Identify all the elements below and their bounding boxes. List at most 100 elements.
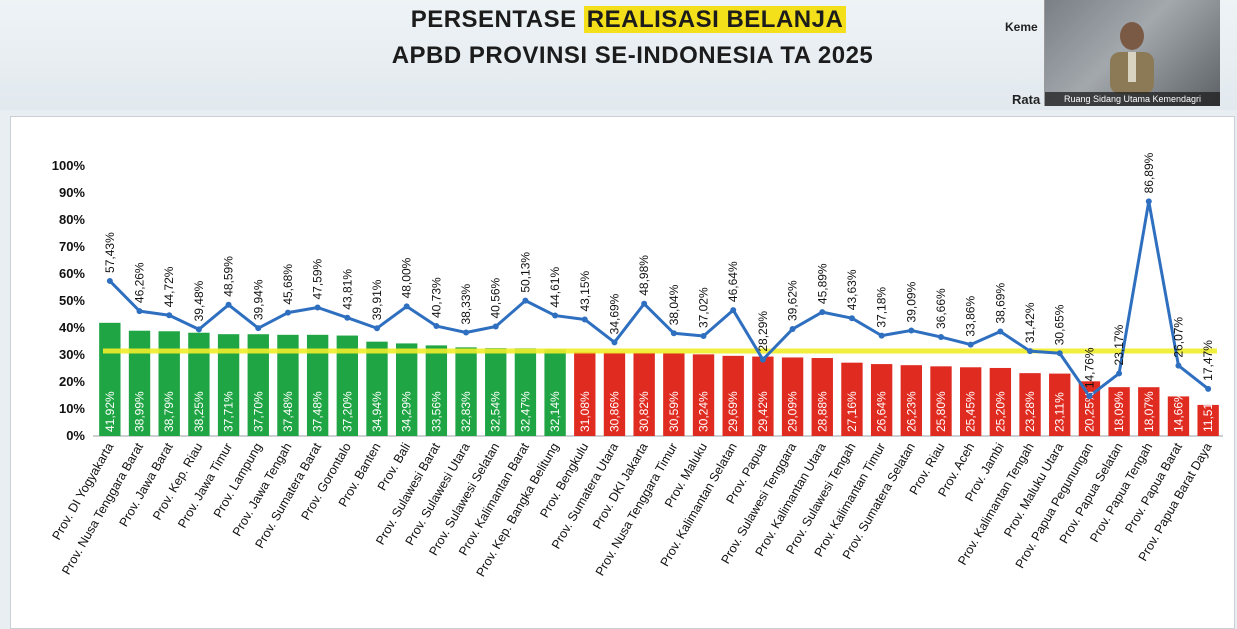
- line-point[interactable]: [522, 297, 529, 304]
- bar[interactable]: [217, 334, 240, 436]
- line-point[interactable]: [433, 323, 440, 330]
- line-value-label: 47,59%: [311, 258, 325, 299]
- bar-value-label: 20,25%: [1082, 391, 1096, 432]
- line-point[interactable]: [106, 277, 113, 284]
- bar[interactable]: [395, 343, 418, 436]
- line-point[interactable]: [136, 308, 143, 315]
- bar[interactable]: [989, 367, 1012, 436]
- bar[interactable]: [841, 362, 863, 436]
- line-point[interactable]: [819, 309, 826, 316]
- bar[interactable]: [574, 352, 596, 436]
- bar[interactable]: [1108, 387, 1130, 436]
- bar-value-label: 25,20%: [993, 391, 1007, 432]
- line-point[interactable]: [1027, 348, 1034, 355]
- line-point[interactable]: [492, 323, 499, 330]
- bar[interactable]: [128, 330, 151, 436]
- bar[interactable]: [336, 335, 359, 436]
- line-point[interactable]: [641, 300, 648, 307]
- line-point[interactable]: [403, 303, 410, 310]
- bar[interactable]: [752, 356, 774, 436]
- line-point[interactable]: [255, 325, 262, 332]
- bar[interactable]: [692, 354, 715, 436]
- bar[interactable]: [277, 334, 299, 436]
- line-point[interactable]: [344, 314, 351, 321]
- bar[interactable]: [663, 353, 685, 436]
- bar[interactable]: [544, 349, 566, 436]
- line-point[interactable]: [759, 356, 766, 363]
- line-value-label: 23,17%: [1112, 324, 1126, 365]
- line-point[interactable]: [700, 333, 707, 340]
- line-value-label: 50,13%: [518, 252, 532, 293]
- bar[interactable]: [900, 365, 923, 436]
- chart-title-line-2: APBD PROVINSI SE-INDONESIA TA 2025: [391, 42, 874, 69]
- bar[interactable]: [722, 355, 744, 436]
- line-point[interactable]: [581, 316, 588, 323]
- bar-value-label: 37,48%: [281, 391, 295, 432]
- bar[interactable]: [930, 366, 952, 436]
- line-point[interactable]: [908, 327, 915, 334]
- bar[interactable]: [1049, 373, 1071, 436]
- y-tick-label: 40%: [59, 320, 85, 335]
- bar[interactable]: [514, 348, 537, 436]
- bar-value-label: 26,64%: [875, 391, 889, 432]
- line-point[interactable]: [284, 309, 291, 316]
- line-point[interactable]: [1116, 370, 1123, 377]
- line-point[interactable]: [878, 332, 885, 339]
- bar[interactable]: [633, 352, 655, 436]
- bar[interactable]: [811, 358, 833, 436]
- line-point[interactable]: [997, 328, 1004, 335]
- bar[interactable]: [366, 341, 388, 436]
- line-point[interactable]: [463, 329, 470, 336]
- line-point[interactable]: [552, 312, 559, 319]
- line-point[interactable]: [938, 334, 944, 341]
- line-value-label: 48,00%: [400, 257, 414, 298]
- line-point[interactable]: [314, 304, 321, 311]
- bar-value-label: 30,82%: [637, 391, 651, 432]
- line-point[interactable]: [789, 326, 796, 333]
- bar[interactable]: [485, 348, 507, 436]
- line-value-label: 38,33%: [459, 283, 473, 324]
- line-point[interactable]: [730, 307, 737, 314]
- line-value-label: 31,42%: [1023, 302, 1037, 343]
- title-part1: PERSENTASE: [410, 6, 584, 33]
- bar[interactable]: [247, 334, 269, 436]
- bar[interactable]: [603, 352, 626, 436]
- bar[interactable]: [455, 347, 477, 436]
- line-point[interactable]: [225, 301, 232, 308]
- bar[interactable]: [1167, 396, 1190, 436]
- line-point[interactable]: [967, 341, 974, 348]
- bar[interactable]: [1078, 381, 1101, 436]
- bar-value-label: 29,69%: [726, 391, 740, 432]
- bar-value-label: 38,79%: [162, 391, 176, 432]
- line-point[interactable]: [611, 339, 618, 346]
- bar[interactable]: [158, 331, 180, 436]
- bar[interactable]: [781, 357, 804, 436]
- line-value-label: 43,81%: [340, 269, 354, 310]
- video-feed[interactable]: Ruang Sidang Utama Kemendagri: [1044, 0, 1220, 106]
- line-point[interactable]: [1205, 385, 1212, 392]
- bar[interactable]: [959, 367, 982, 436]
- bar[interactable]: [1197, 404, 1219, 436]
- line-point[interactable]: [374, 325, 380, 332]
- line-value-label: 37,18%: [875, 287, 889, 328]
- bar[interactable]: [1138, 387, 1160, 436]
- line-point[interactable]: [166, 312, 173, 319]
- y-tick-label: 10%: [59, 401, 85, 416]
- y-tick-label: 20%: [59, 374, 85, 389]
- line-point[interactable]: [1175, 362, 1182, 369]
- bar[interactable]: [870, 364, 893, 436]
- bar-value-label: 23,28%: [1023, 391, 1037, 432]
- bar[interactable]: [188, 332, 210, 436]
- line-point[interactable]: [195, 326, 202, 333]
- line-point[interactable]: [1145, 198, 1152, 205]
- line-point[interactable]: [1056, 350, 1063, 357]
- chart-svg: 0% 10% 20% 30% 40% 50% 60% 70% 80% 90% 100% 41,92%…: [50, 152, 1223, 579]
- line-point[interactable]: [848, 315, 855, 322]
- bar[interactable]: [1019, 373, 1041, 436]
- bar[interactable]: [425, 345, 448, 436]
- line-point[interactable]: [670, 330, 677, 337]
- line-value-label: 43,63%: [845, 269, 859, 310]
- bar[interactable]: [306, 334, 329, 436]
- line-point[interactable]: [1086, 393, 1093, 400]
- bar-value-label: 18,09%: [1112, 391, 1126, 432]
